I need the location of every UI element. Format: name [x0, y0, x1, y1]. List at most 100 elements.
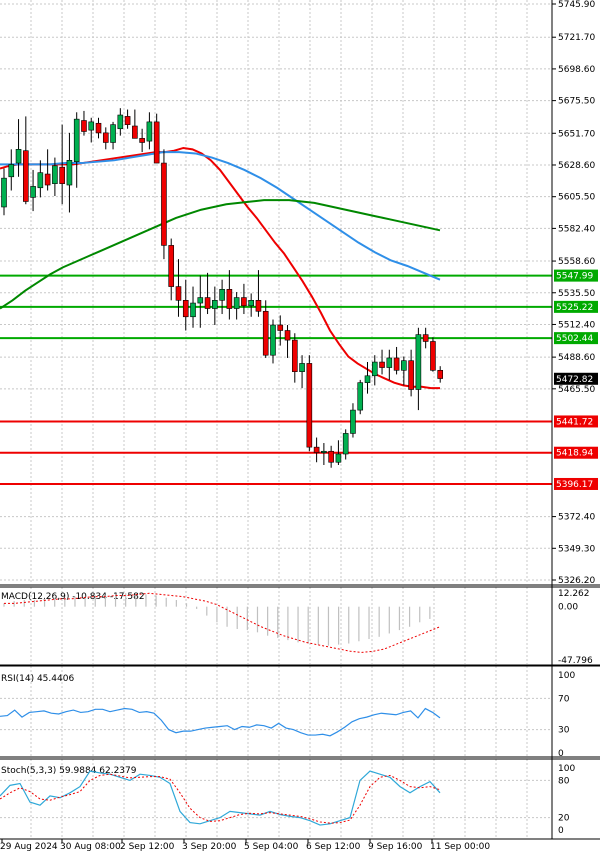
bull-candle: [357, 382, 364, 411]
bear-candle: [430, 341, 436, 371]
x-tick-label: 2 Sep 12:00: [120, 842, 175, 852]
rsi-panel: RSI(14) 45.4406: [0, 674, 552, 737]
bull-candle: [233, 297, 240, 309]
level-tag: [554, 415, 598, 428]
bear-candle: [226, 289, 233, 309]
y-tick-label: 5582.40: [558, 224, 595, 234]
bear-candle: [102, 132, 109, 143]
macd-tick-label: 12.262: [558, 589, 590, 599]
bull-candle: [1, 177, 7, 208]
rsi-tick-label: 100: [558, 671, 575, 681]
bear-candle: [291, 339, 298, 372]
y-tick-label: 5349.30: [558, 544, 595, 554]
bull-candle: [190, 302, 196, 318]
stochastic-panel: Stoch(5,3,3) 59.9884 62.2379: [0, 766, 552, 826]
bull-candle: [219, 289, 225, 301]
bear-candle: [255, 300, 262, 312]
y-tick-label: 5745.90: [558, 0, 595, 10]
bull-candle: [15, 149, 22, 164]
grid-layer: [0, 0, 552, 838]
bull-candle: [371, 361, 378, 377]
level-label: 5396.17: [556, 480, 593, 490]
bear-candle: [132, 125, 138, 139]
bull-candle: [8, 164, 15, 178]
y-tick-label: 5605.50: [558, 193, 595, 203]
bull-candle: [335, 453, 342, 463]
moving-average-line: [0, 146, 440, 390]
bear-candle: [153, 121, 160, 164]
bear-candle: [95, 122, 102, 134]
bull-candle: [299, 363, 305, 372]
level-label: 5418.94: [556, 449, 593, 459]
bull-candle: [197, 297, 204, 304]
stoch-d-line: [0, 773, 441, 824]
bull-candle: [37, 172, 44, 189]
rsi-tick-label: 0: [558, 749, 564, 759]
x-tick-label: 29 Aug 2024: [0, 842, 58, 852]
macd-tick-label: 0.00: [558, 603, 578, 613]
moving-average-line: [0, 151, 441, 281]
bear-candle: [168, 245, 175, 287]
moving-average-line: [0, 199, 441, 310]
rsi-label: RSI(14) 45.4406: [1, 674, 74, 684]
macd-tick-label: -47.796: [558, 656, 593, 666]
bear-candle: [422, 334, 429, 342]
x-axis: 29 Aug 2024 30 Aug 08:00 2 Sep 12:00 3 Sep …: [0, 839, 490, 852]
y-tick-label: 5558.60: [558, 257, 595, 267]
y-tick-label: 5721.70: [558, 33, 595, 43]
macd-signal-line: [4, 592, 441, 653]
level-label: 5525.22: [556, 303, 593, 313]
bear-candle: [408, 360, 414, 390]
y-tick-label: 5488.60: [558, 353, 595, 363]
bear-candle: [313, 446, 320, 453]
bear-candle: [262, 310, 269, 356]
bear-candle: [81, 120, 87, 132]
y-tick-label: 5512.40: [558, 320, 595, 330]
bear-candle: [437, 369, 444, 379]
x-tick-label: 30 Aug 08:00: [60, 842, 121, 852]
y-tick-label: 5675.50: [558, 97, 595, 107]
rsi-tick-label: 70: [558, 694, 570, 704]
x-tick-label: 11 Sep 00:00: [430, 842, 490, 852]
bull-candle: [30, 186, 36, 198]
bear-candle: [175, 286, 182, 301]
stoch-tick-label: 100: [558, 764, 575, 774]
y-tick-label: 5326.20: [558, 576, 595, 586]
bull-candle: [364, 375, 371, 383]
level-tag: [554, 446, 598, 459]
y-tick-label: 5698.60: [558, 65, 595, 75]
bear-candle: [59, 166, 65, 184]
bull-candle: [401, 360, 407, 371]
moving-averages: [0, 146, 441, 390]
y-tick-label: 5372.40: [558, 513, 595, 523]
last-price-tag: [554, 372, 598, 385]
stoch-k-line: [0, 770, 441, 826]
bear-candle: [379, 361, 385, 368]
candles: [1, 108, 444, 468]
level-tag: [554, 300, 598, 313]
x-tick-label: 9 Sep 16:00: [368, 842, 423, 852]
rsi-line: [0, 707, 441, 737]
bull-candle: [66, 160, 73, 186]
level-label: 5547.99: [556, 272, 593, 282]
bear-candle: [241, 297, 247, 307]
level-tag: [554, 269, 598, 282]
bull-candle: [350, 409, 356, 434]
bull-candle: [212, 300, 218, 309]
x-tick-label: 5 Sep 04:00: [244, 842, 299, 852]
bear-candle: [182, 300, 189, 318]
price-panel: 5547.99 5525.22 5502.44 5441.72 5418.94 5396.…: [0, 108, 598, 490]
x-tick-label: 6 Sep 12:00: [306, 842, 361, 852]
stochastic-label: Stoch(5,3,3) 59.9884 62.2379: [1, 766, 137, 776]
bull-candle: [52, 165, 58, 184]
bull-candle: [386, 357, 393, 368]
stoch-tick-label: 20: [558, 814, 570, 824]
stoch-tick-label: 0: [558, 826, 564, 836]
horizontal-levels: 5547.99 5525.22 5502.44 5441.72 5418.94 5396.…: [0, 269, 598, 490]
bear-candle: [306, 363, 313, 448]
bear-candle: [328, 450, 334, 463]
bull-candle: [146, 121, 153, 142]
last-price-label: 5472.82: [556, 375, 593, 385]
